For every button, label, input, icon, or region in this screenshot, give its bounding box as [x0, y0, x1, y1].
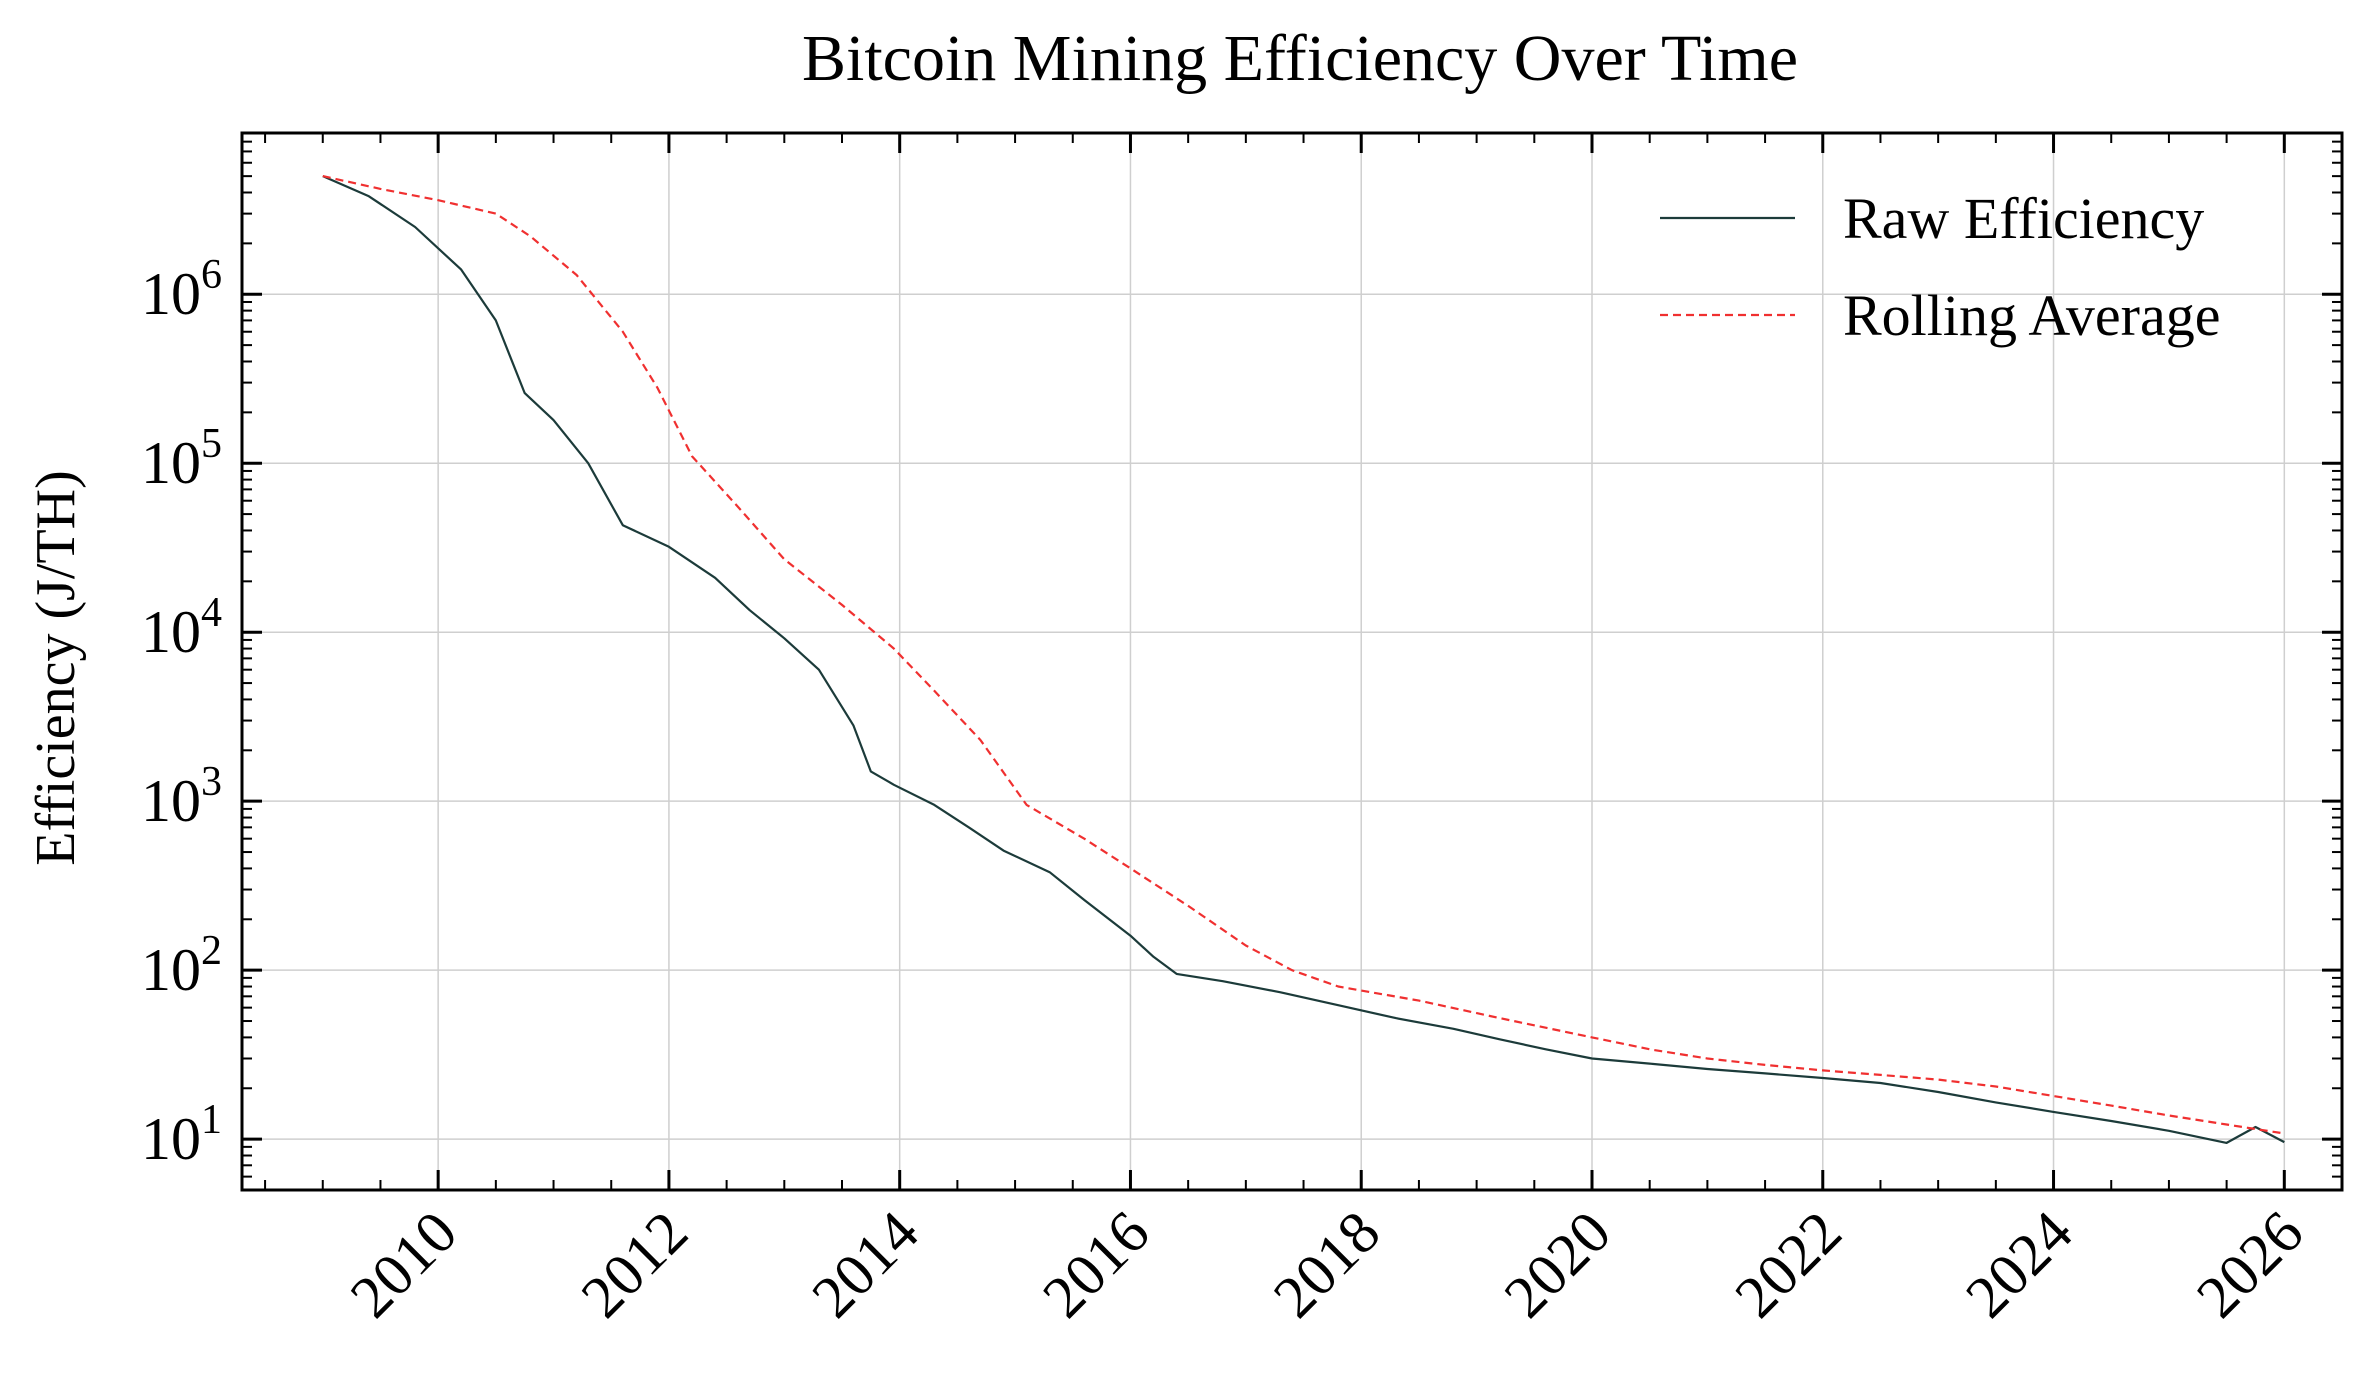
- tick-labels: 2010 2012 2014 2016 2018 2020 2022 2024 2026 101 1…: [141, 252, 2316, 1330]
- x-tick-label: 2012: [569, 1199, 701, 1331]
- y-tick-label: 104: [141, 590, 222, 665]
- x-tick-label: 2020: [1492, 1199, 1624, 1331]
- x-tick-label: 2016: [1030, 1199, 1162, 1331]
- y-axis-label: Efficiency (J/TH): [25, 470, 87, 865]
- x-tick-label: 2024: [1953, 1199, 2085, 1331]
- x-tick-label: 2022: [1722, 1199, 1854, 1331]
- grid: [242, 133, 2342, 1190]
- y-tick-label: 103: [141, 759, 222, 834]
- x-tick-label: 2018: [1261, 1199, 1393, 1331]
- legend-label: Raw Efficiency: [1843, 186, 2204, 251]
- y-tick-label: 102: [141, 928, 222, 1003]
- x-tick-label: 2014: [799, 1199, 931, 1331]
- y-tick-label: 106: [141, 252, 222, 327]
- chart-title: Bitcoin Mining Efficiency Over Time: [802, 22, 1798, 95]
- plot-frame: [240, 131, 2344, 1192]
- legend-label: Rolling Average: [1843, 283, 2220, 348]
- series-line-raw-efficiency: [322, 175, 2285, 1145]
- legend: Raw Efficiency Rolling Average: [1660, 186, 2220, 348]
- x-tick-label: 2026: [2184, 1199, 2316, 1331]
- series-line-rolling-average: [322, 175, 2285, 1135]
- axis-ticks: [242, 132, 2343, 1191]
- y-tick-label: 101: [141, 1097, 222, 1172]
- series-lines: [322, 175, 2285, 1145]
- y-tick-label: 105: [141, 421, 222, 496]
- x-tick-label: 2010: [338, 1199, 470, 1331]
